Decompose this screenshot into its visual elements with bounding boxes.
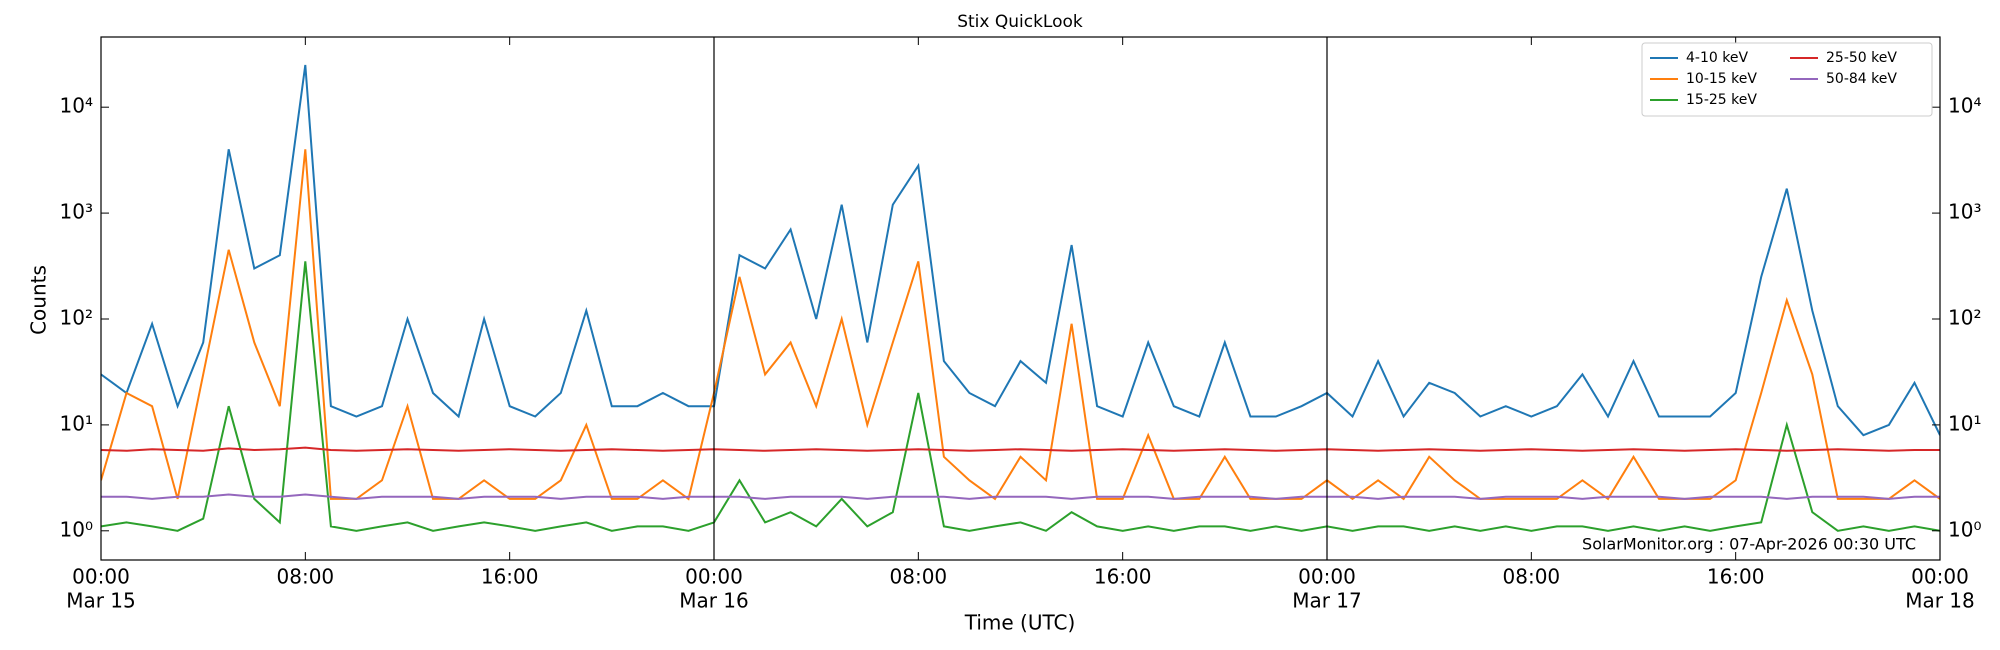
legend-label: 4-10 keV bbox=[1686, 50, 1748, 66]
x-tick-label: Mar 18 bbox=[1905, 589, 1975, 613]
series-line bbox=[101, 493, 1940, 500]
y-tick-label: 10⁴ bbox=[60, 94, 93, 118]
legend-label: 50-84 keV bbox=[1826, 71, 1897, 87]
x-tick-label: Mar 16 bbox=[679, 589, 749, 613]
legend-label: 15-25 keV bbox=[1686, 92, 1757, 108]
x-tick-label: Mar 17 bbox=[1292, 589, 1362, 613]
legend-label: 10-15 keV bbox=[1686, 71, 1757, 87]
x-tick-label: 08:00 bbox=[277, 565, 335, 589]
series-line bbox=[101, 149, 1940, 501]
series-line bbox=[101, 446, 1940, 452]
x-tick-label: 08:00 bbox=[1503, 565, 1561, 589]
y-tick-label-right: 10⁴ bbox=[1948, 94, 1981, 118]
y-tick-label: 10³ bbox=[60, 200, 93, 224]
y-tick-label-right: 10⁰ bbox=[1948, 517, 1981, 541]
x-tick-label: Mar 15 bbox=[66, 589, 136, 613]
y-tick-label-right: 10² bbox=[1948, 305, 1981, 329]
x-tick-label: 00:00 bbox=[685, 565, 743, 589]
y-tick-label-right: 10³ bbox=[1948, 200, 1981, 224]
chart-title: Stix QuickLook bbox=[957, 12, 1083, 32]
x-tick-label: 16:00 bbox=[1094, 565, 1152, 589]
plot-frame bbox=[100, 36, 1941, 561]
y-tick-label-right: 10¹ bbox=[1948, 411, 1981, 435]
annotation: SolarMonitor.org : 07-Apr-2026 00:30 UTC bbox=[1582, 535, 1916, 554]
x-tick-label: 00:00 bbox=[1298, 565, 1356, 589]
x-tick-label: 16:00 bbox=[481, 565, 539, 589]
x-axis-label: Time (UTC) bbox=[964, 611, 1076, 635]
x-tick-label: 16:00 bbox=[1707, 565, 1765, 589]
y-tick-label: 10⁰ bbox=[60, 517, 93, 541]
y-tick-label: 10² bbox=[60, 305, 93, 329]
y-tick-label: 10¹ bbox=[60, 411, 93, 435]
series-line bbox=[101, 64, 1940, 437]
legend-label: 25-50 keV bbox=[1826, 50, 1897, 66]
x-tick-label: 08:00 bbox=[890, 565, 948, 589]
x-tick-label: 00:00 bbox=[1911, 565, 1969, 589]
series-line bbox=[101, 261, 1940, 532]
x-tick-label: 00:00 bbox=[72, 565, 130, 589]
y-axis-label: Counts bbox=[27, 265, 51, 335]
legend-box bbox=[1641, 42, 1933, 117]
